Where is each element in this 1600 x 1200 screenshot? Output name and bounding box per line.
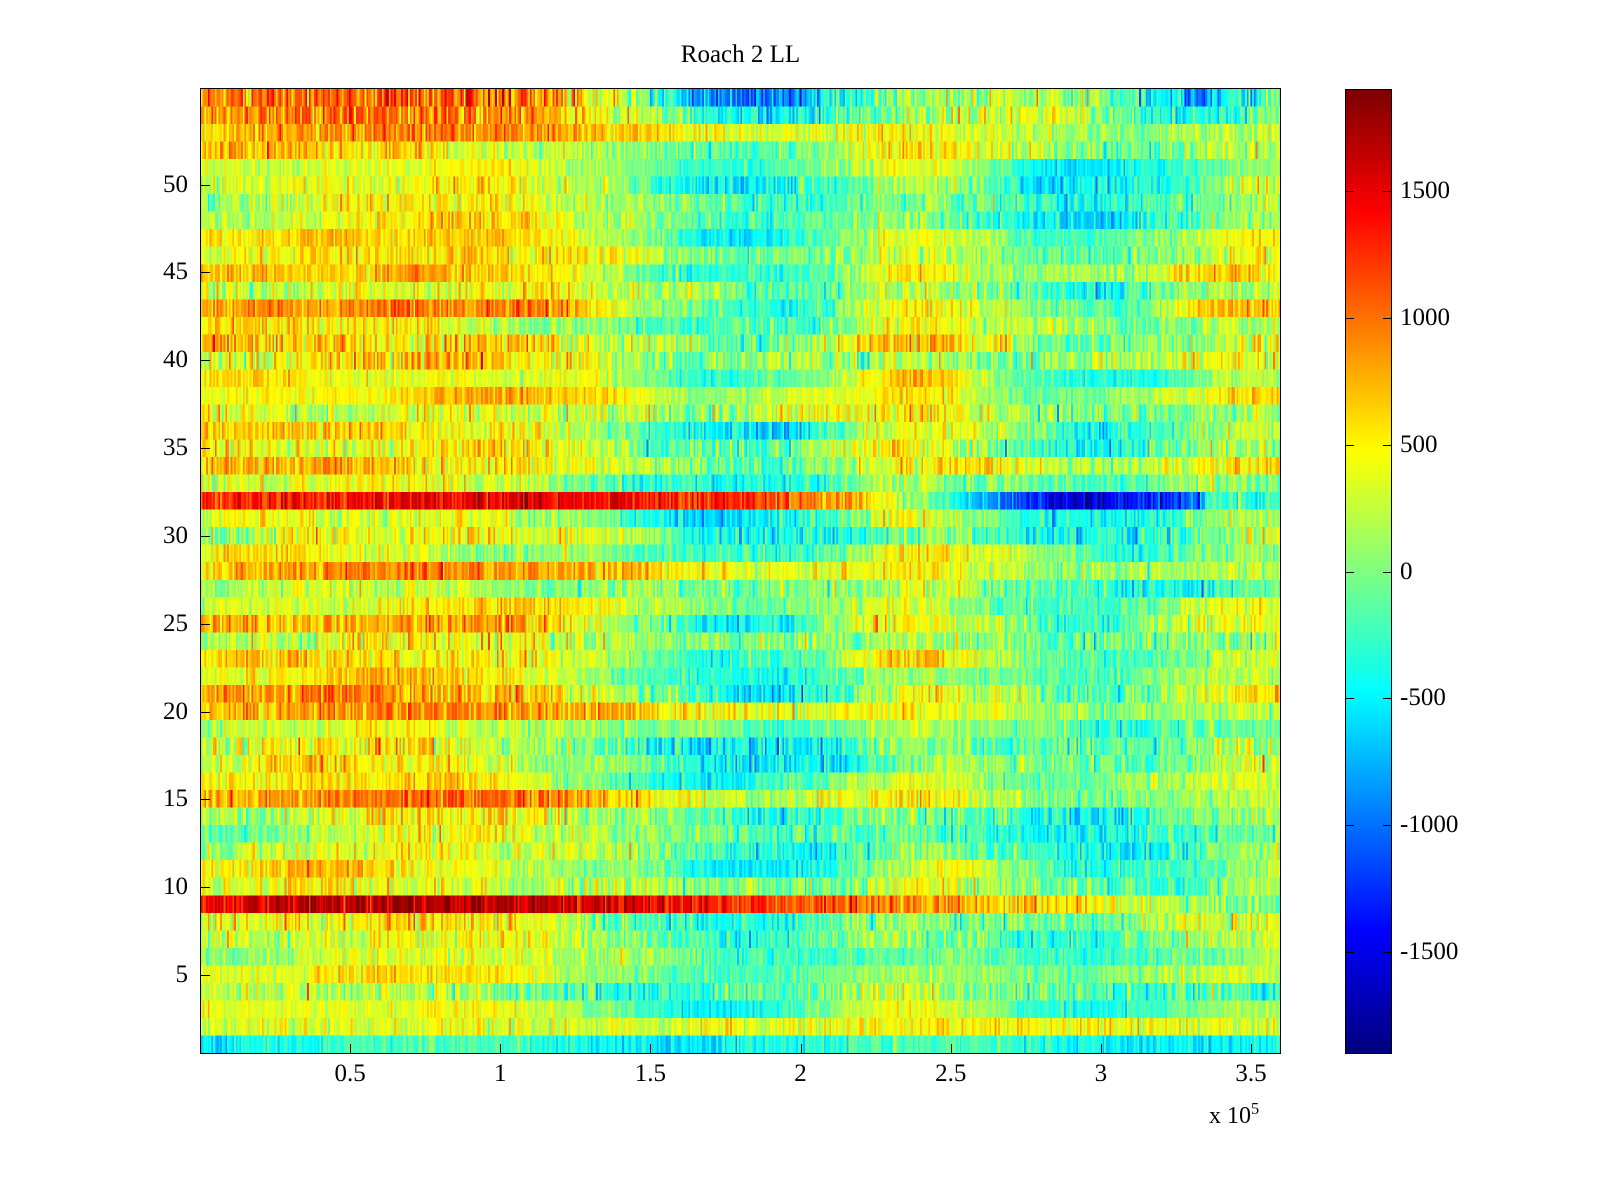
y-axis-tick (200, 623, 210, 625)
colorbar-tick (1383, 190, 1392, 192)
colorbar-tick-label: -1500 (1400, 938, 1459, 966)
x-axis-tick-label: 0.5 (334, 1060, 366, 1087)
colorbar-tick (1383, 571, 1392, 573)
heatmap-image (201, 89, 1280, 1053)
y-axis-tick-label: 30 (163, 521, 188, 549)
x-axis-tick (500, 1044, 502, 1054)
y-axis-tick (200, 974, 210, 976)
x-axis-tick-label: 3.5 (1235, 1060, 1267, 1087)
y-axis-tick-label: 35 (163, 434, 188, 462)
colorbar-tick (1383, 825, 1392, 827)
x-exponent-mantissa: x 10 (1209, 1103, 1251, 1129)
x-axis-tick-label: 3 (1094, 1060, 1108, 1087)
heatmap-axes[interactable] (200, 88, 1281, 1054)
colorbar-tick-label: 1500 (1400, 176, 1450, 204)
colorbar-tick (1383, 444, 1392, 446)
x-axis-exponent-label: x 105 (1209, 1100, 1259, 1130)
colorbar-tick (1345, 444, 1354, 446)
y-axis-tick (200, 360, 210, 362)
x-axis-tick-label: 2 (794, 1060, 807, 1087)
y-axis-tick-label: 50 (163, 170, 188, 198)
x-axis-tick (350, 1044, 352, 1054)
colorbar-tick (1345, 698, 1354, 700)
page-title: Roach 2 LL (680, 41, 801, 68)
y-axis-tick-label: 25 (163, 609, 188, 637)
y-axis-tick (200, 535, 210, 537)
x-axis-tick-label: 2.5 (935, 1060, 967, 1087)
colorbar-tick-label: -500 (1400, 684, 1446, 712)
x-axis-tick-label: 1 (494, 1060, 507, 1087)
y-axis-tick (200, 448, 210, 450)
colorbar-tick (1345, 571, 1354, 573)
colorbar-tick-label: -1000 (1400, 811, 1459, 839)
y-axis-tick (200, 272, 210, 274)
y-axis-tick-label: 20 (163, 697, 188, 725)
y-axis-tick (200, 711, 210, 713)
colorbar-tick (1345, 825, 1354, 827)
x-exponent-power: 5 (1251, 1099, 1260, 1118)
colorbar-tick (1383, 952, 1392, 954)
y-axis-tick (200, 184, 210, 186)
x-axis-tick (1100, 1044, 1102, 1054)
colorbar-tick-label: 0 (1400, 557, 1413, 585)
x-axis-tick (950, 1044, 952, 1054)
colorbar-tick (1345, 317, 1354, 319)
colorbar-tick (1383, 698, 1392, 700)
x-axis-tick (800, 1044, 802, 1054)
y-axis-tick-label: 10 (163, 873, 188, 901)
y-axis-tick-label: 40 (163, 346, 188, 374)
y-axis-tick (200, 799, 210, 801)
y-axis-tick-label: 5 (175, 960, 189, 988)
y-axis-tick-label: 15 (163, 785, 188, 813)
colorbar-tick-label: 500 (1400, 430, 1438, 458)
colorbar-tick-label: 1000 (1400, 303, 1450, 331)
x-axis-tick-label: 1.5 (634, 1060, 667, 1087)
colorbar-tick (1345, 952, 1354, 954)
colorbar-tick (1383, 317, 1392, 319)
y-axis-tick-label: 45 (163, 258, 188, 286)
y-axis-tick (200, 887, 210, 889)
x-axis-tick (1250, 1044, 1252, 1054)
colorbar-tick (1345, 190, 1354, 192)
x-axis-tick (650, 1044, 652, 1054)
